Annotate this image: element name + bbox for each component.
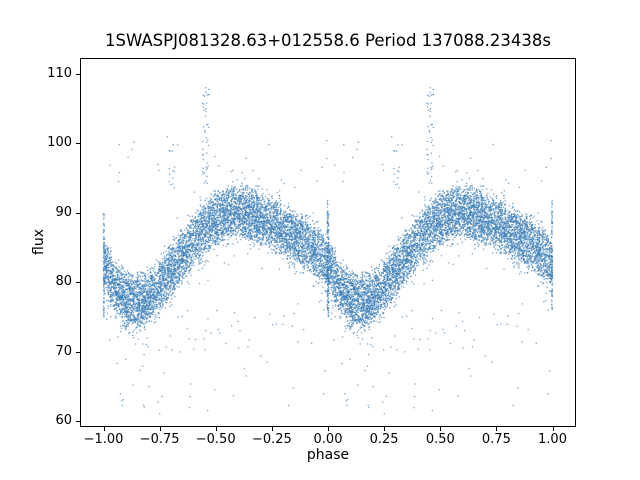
y-tick-mark: [76, 212, 80, 214]
x-tick-mark: [328, 427, 329, 431]
x-tick-mark: [384, 427, 386, 431]
y-tick-label: 90: [55, 204, 72, 220]
x-tick-mark: [103, 427, 105, 431]
x-tick-mark: [215, 427, 217, 431]
x-tick-label: −1.00: [83, 432, 124, 447]
y-tick-mark: [76, 351, 80, 353]
y-tick-label: 100: [47, 135, 72, 151]
x-tick-mark: [271, 427, 273, 431]
x-tick-label: 0.75: [481, 432, 511, 447]
y-tick-mark: [76, 143, 80, 145]
y-tick-mark: [76, 282, 80, 284]
x-tick-mark: [552, 427, 554, 431]
x-tick-mark: [440, 427, 442, 431]
x-axis-label: phase: [306, 447, 350, 463]
y-tick-mark: [76, 421, 80, 423]
y-tick-label: 110: [47, 65, 72, 81]
x-tick-mark: [496, 427, 498, 431]
y-tick-label: 80: [55, 274, 72, 290]
x-tick-label: 0.00: [313, 432, 343, 447]
x-tick-label: −0.50: [195, 432, 236, 447]
x-tick-label: 1.00: [538, 432, 567, 447]
scatter-points-canvas: [81, 59, 575, 426]
x-tick-label: −0.25: [251, 432, 292, 447]
y-tick-label: 60: [55, 413, 72, 429]
y-tick-mark: [76, 73, 80, 75]
x-tick-mark: [159, 427, 161, 431]
x-tick-label: 0.50: [425, 432, 455, 447]
plot-area: −1.00 −0.75 −0.50 −0.25 0.00 0.25 0.50 0.75 1.00…: [47, 58, 576, 447]
y-tick-label: 70: [55, 343, 72, 359]
y-axis-label: flux: [31, 229, 47, 255]
chart-title: 1SWASPJ081328.63+012558.6 Period 137088.…: [105, 31, 551, 50]
x-tick-label: 0.25: [369, 432, 399, 447]
x-tick-label: −0.75: [139, 432, 180, 447]
